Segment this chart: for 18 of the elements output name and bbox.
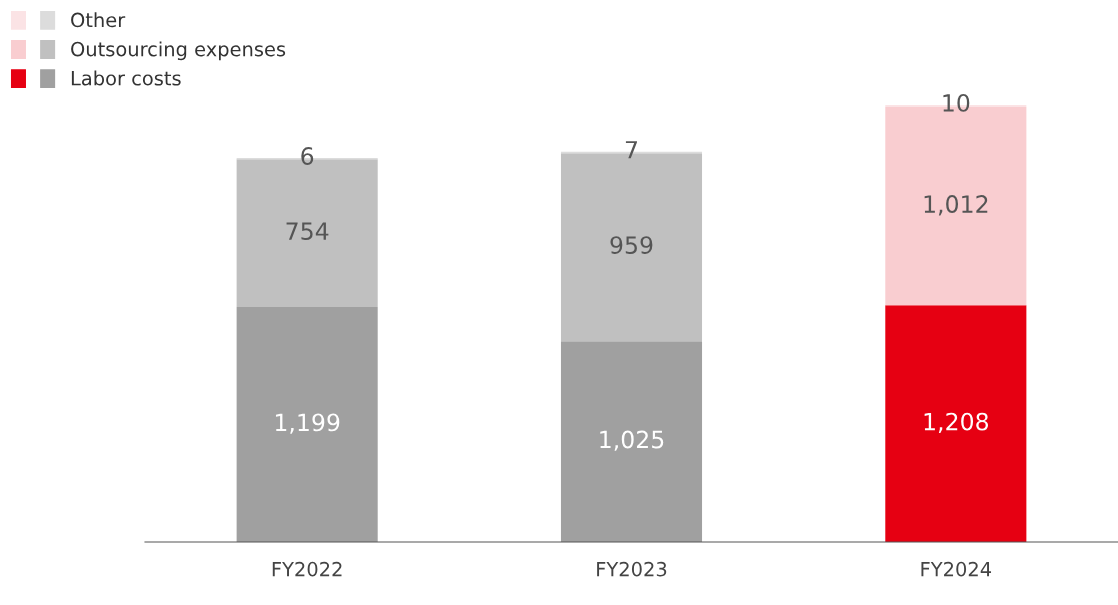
bar [236, 307, 378, 542]
bar [560, 341, 703, 542]
data-label: 1,199 [275, 413, 340, 434]
x-tick-label: FY2023 [597, 561, 667, 577]
legend-label: Labor costs [71, 70, 181, 86]
data-label: 7 [625, 141, 637, 159]
data-label: 10 [943, 93, 970, 112]
legend-label: Outsourcing expenses [71, 41, 286, 61]
x-tick-label: FY2022 [272, 561, 342, 577]
data-label: 1,208 [924, 412, 989, 433]
x-tick-label: FY2024 [921, 561, 992, 577]
data-label: 754 [286, 222, 329, 241]
data-label: 1,012 [924, 195, 988, 216]
bar [885, 305, 1027, 542]
data-label: 6 [301, 147, 314, 165]
data-label: 1,025 [600, 430, 664, 451]
legend-label: Other [71, 12, 126, 28]
data-label: 959 [610, 236, 653, 255]
